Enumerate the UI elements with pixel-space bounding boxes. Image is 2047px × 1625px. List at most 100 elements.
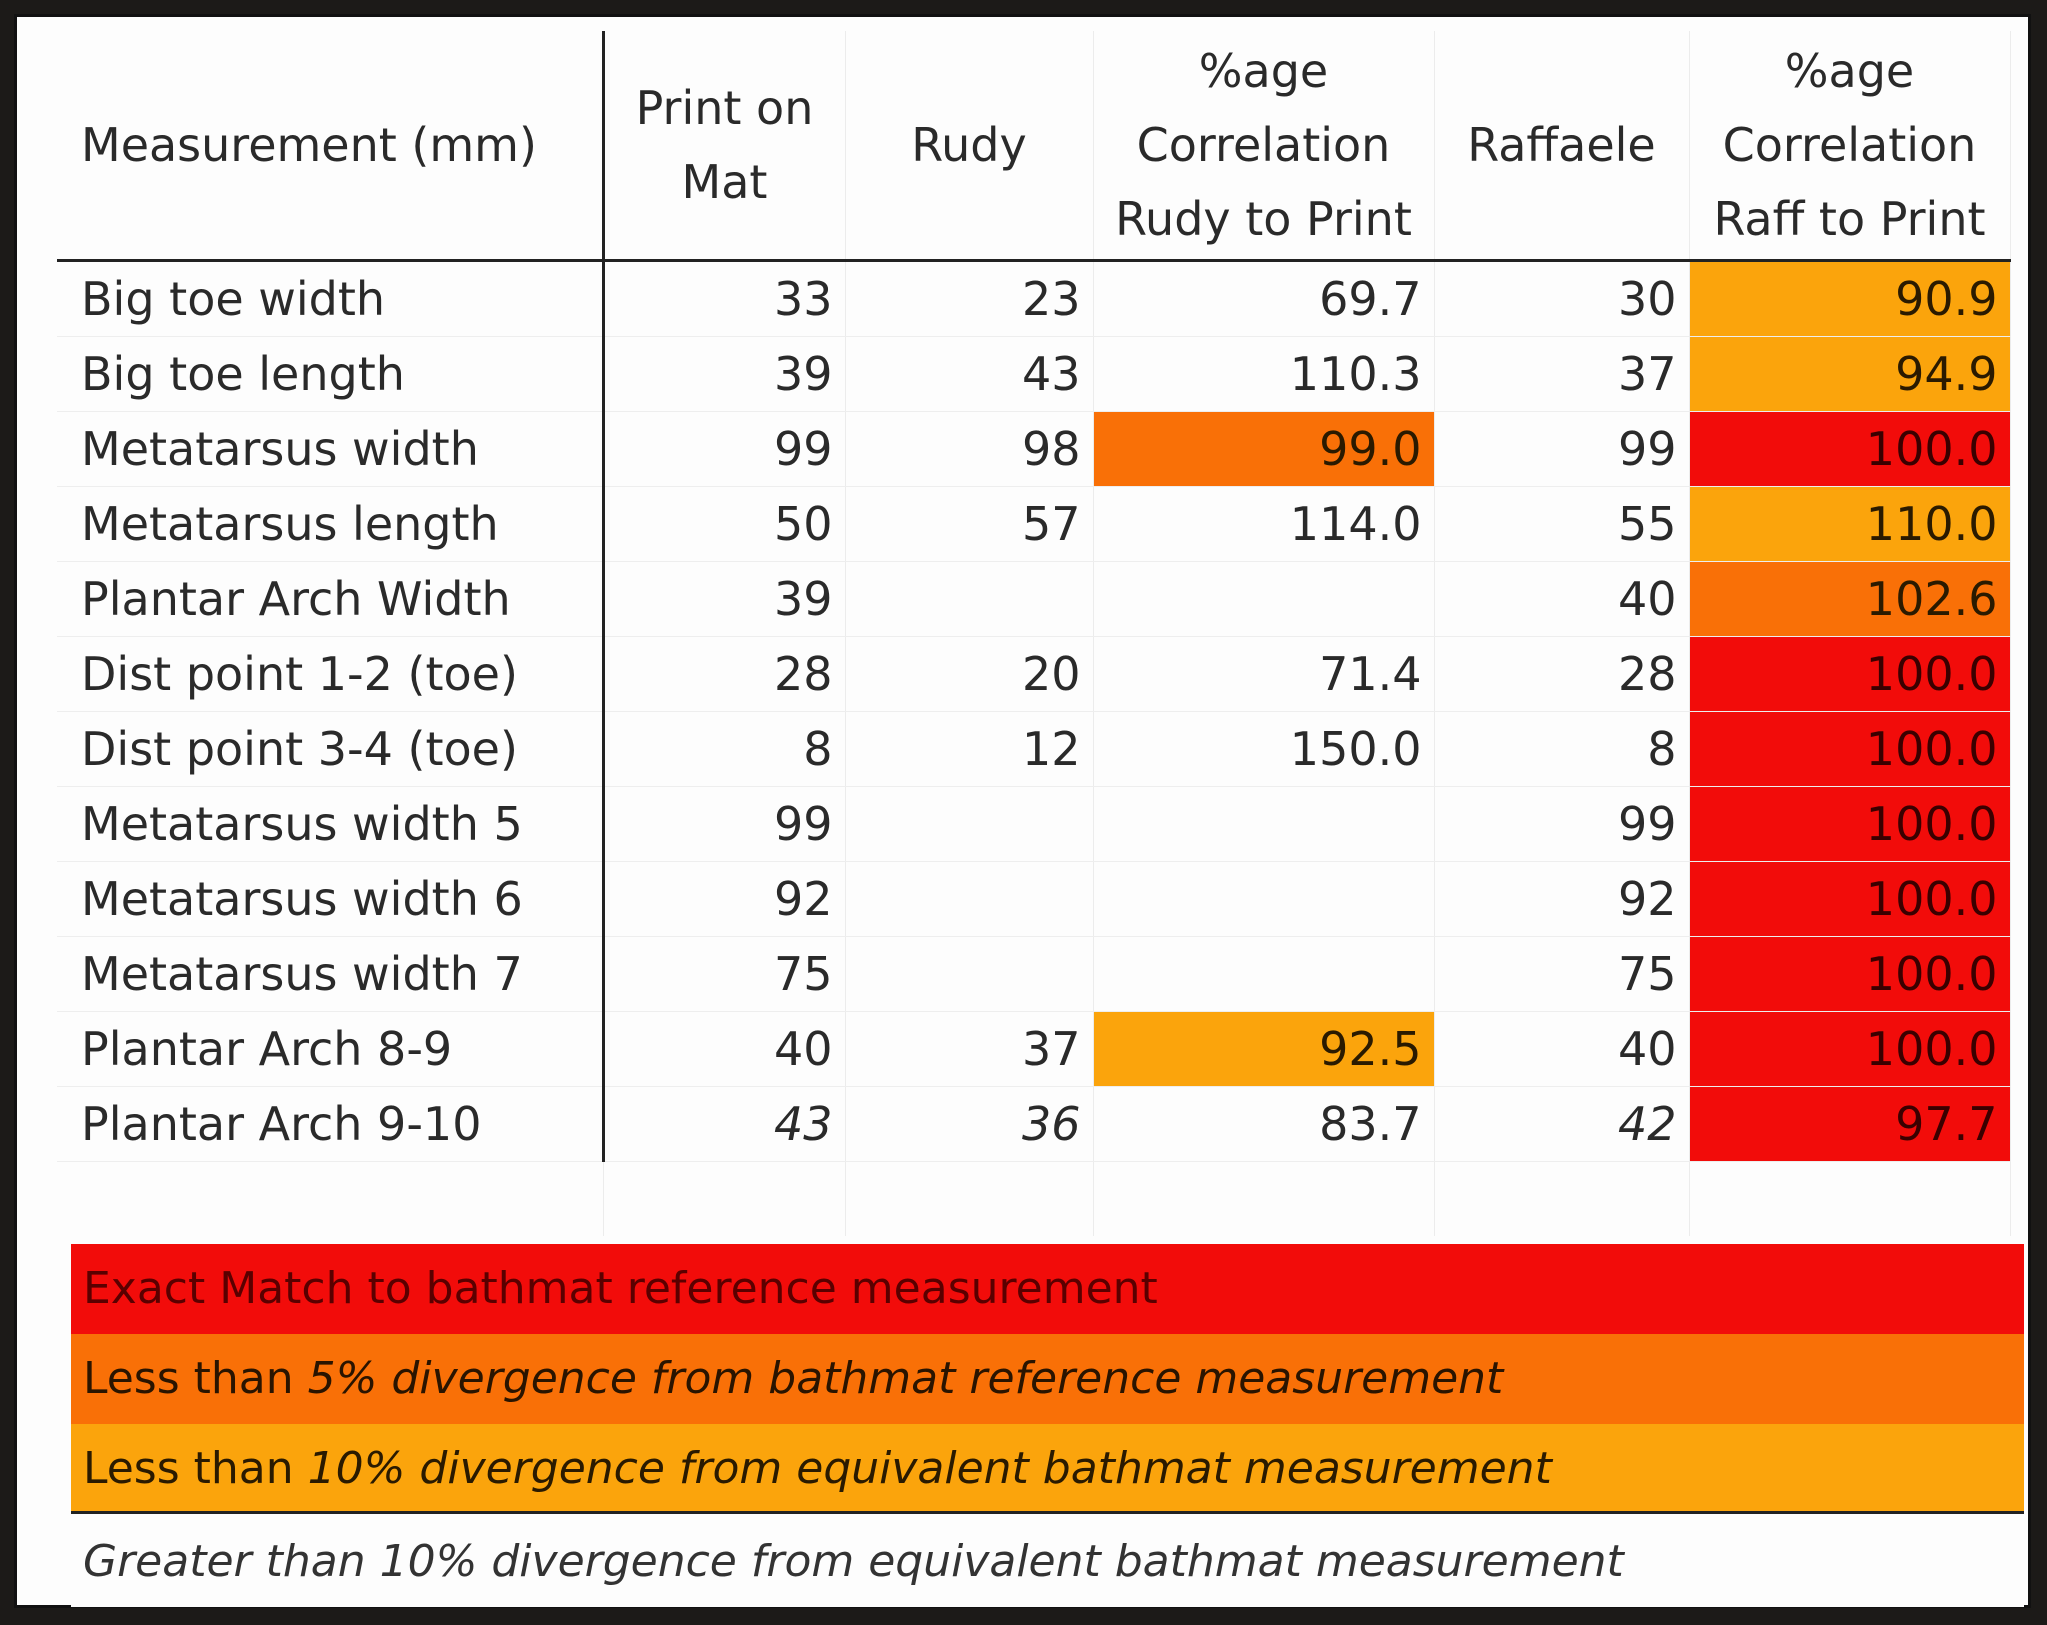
cell-print-on-mat: 50 (603, 486, 846, 562)
header-raff-correlation: %age Correlation Raff to Print (1689, 31, 2011, 262)
cell-measurement: Big toe width (57, 260, 605, 337)
cell-raffaele: 8 (1434, 711, 1690, 787)
legend-lt10-italic: 10% divergence from equivalent bathmat m… (307, 1443, 1552, 1494)
table-row: Plantar Arch 8-9 40 37 92.5 40 100.0 (57, 1011, 2011, 1087)
spreadsheet: Measurement (mm) Print on Mat Rudy %age … (57, 31, 2024, 1607)
cell-print-on-mat: 8 (603, 711, 846, 787)
cell-raffaele: 75 (1434, 936, 1690, 1012)
cell-raff-correlation: 100.0 (1689, 411, 2011, 487)
cell-measurement: Metatarsus width 6 (57, 861, 605, 937)
header-row: Measurement (mm) Print on Mat Rudy %age … (57, 31, 2011, 262)
cell-raff-correlation: 100.0 (1689, 936, 2011, 1012)
cell-raff-correlation: 94.9 (1689, 336, 2011, 412)
header-measurement: Measurement (mm) (57, 31, 605, 262)
cell-raffaele: 40 (1434, 1011, 1690, 1087)
cell-rudy: 57 (845, 486, 1094, 562)
cell-rudy-correlation: 110.3 (1093, 336, 1435, 412)
cell-print-on-mat: 40 (603, 1011, 846, 1087)
cell-rudy-correlation (1093, 936, 1435, 1012)
cell-rudy-correlation: 114.0 (1093, 486, 1435, 562)
cell-raff-correlation: 97.7 (1689, 1086, 2011, 1162)
cell-raff-correlation: 110.0 (1689, 486, 2011, 562)
cell-raff-correlation: 100.0 (1689, 711, 2011, 787)
legend-lt10-plain: Less than (83, 1443, 294, 1494)
table-row: Metatarsus width 7 75 75 100.0 (57, 936, 2011, 1012)
header-raffaele: Raffaele (1434, 31, 1690, 262)
cell-rudy-correlation: 83.7 (1093, 1086, 1435, 1162)
figure-frame: Measurement (mm) Print on Mat Rudy %age … (14, 14, 2031, 1608)
cell-raffaele: 28 (1434, 636, 1690, 712)
empty-cell (603, 1161, 846, 1236)
empty-cell (1093, 1161, 1435, 1236)
table-body: Big toe width 33 23 69.7 30 90.9 Big toe lengt… (57, 260, 2011, 1236)
cell-print-on-mat: 33 (603, 260, 846, 337)
cell-measurement: Metatarsus length (57, 486, 605, 562)
legend-exact-text: Exact Match to bathmat reference measure… (83, 1263, 1158, 1314)
table-row: Metatarsus length 50 57 114.0 55 110.0 (57, 486, 2011, 562)
table-row: Dist point 3-4 (toe) 8 12 150.0 8 100.0 (57, 711, 2011, 787)
cell-measurement: Plantar Arch Width (57, 561, 605, 637)
cell-print-on-mat: 28 (603, 636, 846, 712)
cell-measurement: Dist point 1-2 (toe) (57, 636, 605, 712)
cell-raff-correlation: 102.6 (1689, 561, 2011, 637)
legend-gt10-text: Greater than 10% divergence from equival… (83, 1536, 1624, 1587)
table-row: Big toe width 33 23 69.7 30 90.9 (57, 260, 2011, 337)
cell-rudy-correlation: 69.7 (1093, 260, 1435, 337)
cell-rudy-correlation: 92.5 (1093, 1011, 1435, 1087)
cell-rudy: 37 (845, 1011, 1094, 1087)
cell-measurement: Plantar Arch 9-10 (57, 1086, 605, 1162)
cell-rudy (845, 786, 1094, 862)
legend-less-than-5: Less than 5% divergence from bathmat ref… (71, 1334, 2024, 1424)
cell-rudy-correlation: 150.0 (1093, 711, 1435, 787)
legend-less-than-10: Less than 10% divergence from equivalent… (71, 1424, 2024, 1514)
legend-exact-match: Exact Match to bathmat reference measure… (71, 1244, 2024, 1334)
cell-raff-correlation: 100.0 (1689, 636, 2011, 712)
cell-raffaele: 30 (1434, 260, 1690, 337)
cell-measurement: Plantar Arch 8-9 (57, 1011, 605, 1087)
table-row: Plantar Arch 9-10 43 36 83.7 42 97.7 (57, 1086, 2011, 1162)
cell-raffaele: 42 (1434, 1086, 1690, 1162)
cell-raff-correlation: 90.9 (1689, 260, 2011, 337)
cell-measurement: Big toe length (57, 336, 605, 412)
spacer-row (57, 1161, 2011, 1236)
cell-raffaele: 99 (1434, 411, 1690, 487)
legend-greater-than-10: Greater than 10% divergence from equival… (71, 1517, 2024, 1607)
header-print-on-mat: Print on Mat (603, 31, 846, 262)
cell-rudy: 12 (845, 711, 1094, 787)
cell-raff-correlation: 100.0 (1689, 861, 2011, 937)
cell-rudy (845, 936, 1094, 1012)
cell-raff-correlation: 100.0 (1689, 786, 2011, 862)
measurement-table: Measurement (mm) Print on Mat Rudy %age … (57, 31, 2011, 1236)
table-row: Big toe length 39 43 110.3 37 94.9 (57, 336, 2011, 412)
cell-raffaele: 40 (1434, 561, 1690, 637)
cell-print-on-mat: 99 (603, 411, 846, 487)
cell-raff-correlation: 100.0 (1689, 1011, 2011, 1087)
cell-rudy-correlation: 71.4 (1093, 636, 1435, 712)
cell-measurement: Metatarsus width 5 (57, 786, 605, 862)
table-row: Plantar Arch Width 39 40 102.6 (57, 561, 2011, 637)
table-row: Metatarsus width 6 92 92 100.0 (57, 861, 2011, 937)
cell-print-on-mat: 39 (603, 336, 846, 412)
empty-cell (1434, 1161, 1690, 1236)
cell-raffaele: 99 (1434, 786, 1690, 862)
cell-rudy: 98 (845, 411, 1094, 487)
cell-raffaele: 37 (1434, 336, 1690, 412)
legend-lt5-italic: 5% divergence from bathmat reference mea… (307, 1353, 1504, 1404)
cell-measurement: Dist point 3-4 (toe) (57, 711, 605, 787)
header-rudy: Rudy (845, 31, 1094, 262)
cell-raffaele: 92 (1434, 861, 1690, 937)
cell-rudy-correlation: 99.0 (1093, 411, 1435, 487)
empty-cell (1689, 1161, 2011, 1236)
cell-print-on-mat: 43 (603, 1086, 846, 1162)
cell-rudy: 43 (845, 336, 1094, 412)
empty-cell (845, 1161, 1094, 1236)
cell-rudy-correlation (1093, 561, 1435, 637)
cell-rudy: 23 (845, 260, 1094, 337)
empty-cell (57, 1161, 604, 1236)
cell-rudy: 20 (845, 636, 1094, 712)
cell-rudy (845, 861, 1094, 937)
table-row: Dist point 1-2 (toe) 28 20 71.4 28 100.0 (57, 636, 2011, 712)
cell-print-on-mat: 39 (603, 561, 846, 637)
cell-rudy (845, 561, 1094, 637)
header-rudy-correlation: %age Correlation Rudy to Print (1093, 31, 1435, 262)
